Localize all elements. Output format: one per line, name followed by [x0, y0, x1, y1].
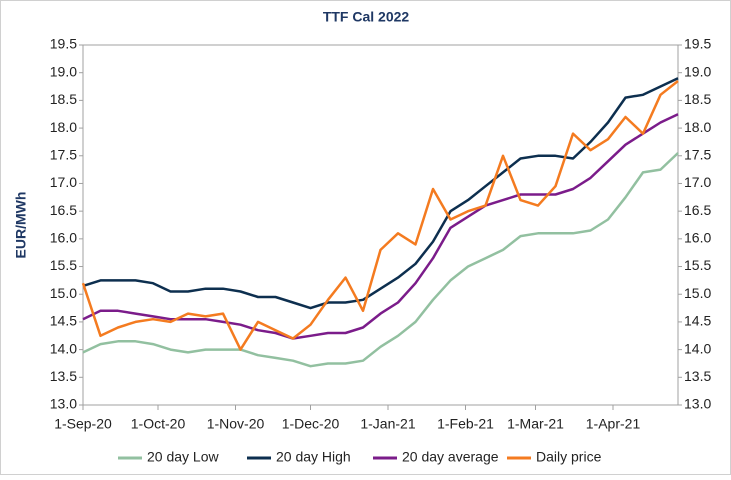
y2-tick-label: 16.5 [684, 202, 711, 218]
legend-label: 20 day average [402, 449, 499, 465]
chart-title: TTF Cal 2022 [323, 9, 410, 25]
x-tick-label: 1-Oct-20 [131, 416, 186, 432]
y-tick-label: 13.0 [50, 396, 77, 412]
y-tick-label: 18.0 [50, 119, 77, 135]
x-tick-label: 1-Apr-21 [586, 416, 641, 432]
y2-tick-label: 17.5 [684, 146, 711, 162]
y2-tick-label: 15.0 [684, 285, 711, 301]
y2-tick-label: 13.5 [684, 368, 711, 384]
y-tick-label: 14.5 [50, 313, 77, 329]
y2-tick-label: 18.0 [684, 119, 711, 135]
y-tick-label: 16.0 [50, 230, 77, 246]
y2-tick-label: 15.5 [684, 257, 711, 273]
y2-tick-label: 14.0 [684, 340, 711, 356]
y-tick-label: 19.5 [50, 36, 77, 52]
x-tick-label: 1-Nov-20 [207, 416, 265, 432]
y-tick-label: 18.5 [50, 91, 77, 107]
y2-tick-label: 16.0 [684, 230, 711, 246]
y-tick-label: 17.5 [50, 146, 77, 162]
series-line [82, 152, 679, 368]
y2-tick-label: 14.5 [684, 313, 711, 329]
x-tick-label: 1-Jan-21 [360, 416, 415, 432]
series-line [82, 113, 679, 340]
y-tick-label: 15.0 [50, 285, 77, 301]
legend-label: Daily price [536, 449, 602, 465]
y2-tick-label: 18.5 [684, 91, 711, 107]
y-tick-label: 19.0 [50, 63, 77, 79]
x-tick-label: 1-Mar-21 [507, 416, 564, 432]
y-tick-label: 16.5 [50, 202, 77, 218]
x-tick-label: 1-Dec-20 [282, 416, 340, 432]
y-axis-label: EUR/MWh [13, 192, 29, 259]
y2-tick-label: 19.0 [684, 63, 711, 79]
plot-frame [82, 44, 679, 406]
x-tick-label: 1-Sep-20 [54, 416, 112, 432]
legend-label: 20 day Low [147, 449, 219, 465]
y-tick-label: 13.5 [50, 368, 77, 384]
y2-tick-label: 19.5 [684, 36, 711, 52]
y-tick-label: 15.5 [50, 257, 77, 273]
series-line [81, 80, 679, 351]
x-tick-label: 1-Feb-21 [437, 416, 494, 432]
y-tick-label: 14.0 [50, 340, 77, 356]
series-line [82, 77, 679, 310]
y2-tick-label: 17.0 [684, 174, 711, 190]
y2-tick-label: 13.0 [684, 396, 711, 412]
legend-label: 20 day High [276, 449, 351, 465]
y-tick-label: 17.0 [50, 174, 77, 190]
